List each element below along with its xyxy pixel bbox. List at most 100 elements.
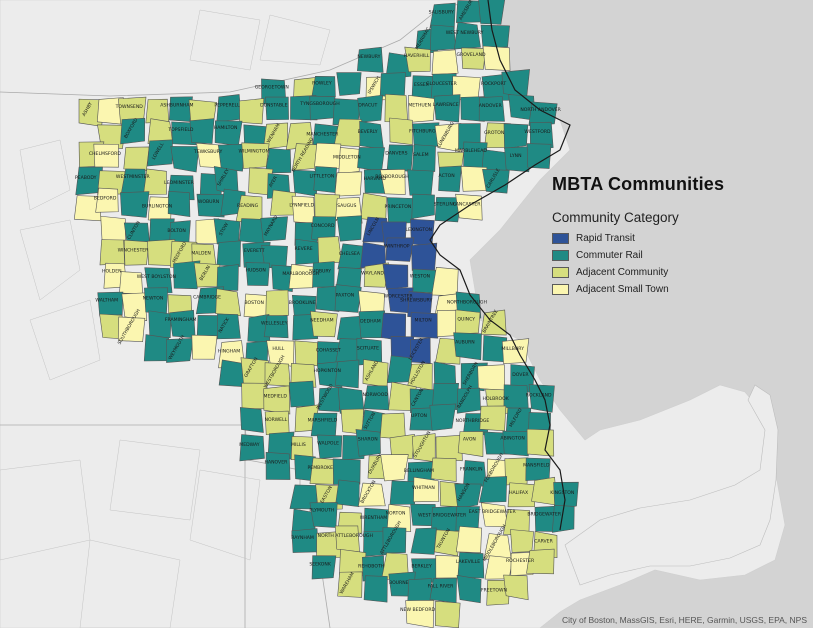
town-polygon[interactable] xyxy=(363,262,389,288)
town-polygon[interactable] xyxy=(360,192,387,222)
town-polygon[interactable] xyxy=(413,476,440,503)
town-polygon[interactable] xyxy=(264,148,292,174)
town-polygon[interactable] xyxy=(480,24,510,49)
town-polygon[interactable] xyxy=(313,166,337,193)
town-polygon[interactable] xyxy=(334,525,360,553)
town-polygon[interactable] xyxy=(526,548,555,575)
town-polygon[interactable] xyxy=(408,94,436,123)
town-polygon[interactable] xyxy=(166,338,194,363)
town-polygon[interactable] xyxy=(412,268,437,294)
town-polygon[interactable] xyxy=(263,385,291,415)
town-polygon[interactable] xyxy=(385,237,415,262)
town-polygon[interactable] xyxy=(118,316,146,342)
town-polygon[interactable] xyxy=(121,292,148,321)
town-polygon[interactable] xyxy=(288,380,315,408)
town-polygon[interactable] xyxy=(314,193,341,221)
town-polygon[interactable] xyxy=(510,529,534,553)
town-polygon[interactable] xyxy=(454,21,481,50)
town-polygon[interactable] xyxy=(479,405,507,432)
town-polygon[interactable] xyxy=(239,98,265,125)
town-polygon[interactable] xyxy=(431,49,459,75)
town-polygon[interactable] xyxy=(143,168,167,195)
town-polygon[interactable] xyxy=(482,169,510,194)
town-polygon[interactable] xyxy=(336,215,363,242)
town-polygon[interactable] xyxy=(147,139,173,167)
town-polygon[interactable] xyxy=(525,457,551,481)
town-polygon[interactable] xyxy=(97,124,126,150)
town-polygon[interactable] xyxy=(434,123,462,153)
town-polygon[interactable] xyxy=(482,45,511,71)
town-polygon[interactable] xyxy=(318,387,343,412)
town-polygon[interactable] xyxy=(430,457,457,482)
town-polygon[interactable] xyxy=(265,289,289,318)
town-polygon[interactable] xyxy=(461,47,486,70)
town-polygon[interactable] xyxy=(337,243,364,270)
town-polygon[interactable] xyxy=(213,218,241,245)
town-polygon[interactable] xyxy=(357,482,386,507)
town-polygon[interactable] xyxy=(317,236,342,264)
town-polygon[interactable] xyxy=(189,118,215,144)
town-polygon[interactable] xyxy=(170,146,200,173)
town-polygon[interactable] xyxy=(336,315,363,341)
town-polygon[interactable] xyxy=(217,313,241,340)
town-polygon[interactable] xyxy=(217,143,246,172)
town-polygon[interactable] xyxy=(120,191,150,218)
town-polygon[interactable] xyxy=(479,476,508,503)
town-polygon[interactable] xyxy=(120,117,146,145)
town-polygon[interactable] xyxy=(411,144,436,172)
town-polygon[interactable] xyxy=(310,412,338,437)
town-polygon[interactable] xyxy=(504,146,533,173)
town-polygon[interactable] xyxy=(432,382,459,411)
town-polygon[interactable] xyxy=(526,143,552,169)
town-polygon[interactable] xyxy=(311,75,336,97)
town-polygon[interactable] xyxy=(438,165,462,193)
town-polygon[interactable] xyxy=(245,262,270,286)
town-polygon[interactable] xyxy=(310,310,338,338)
town-polygon[interactable] xyxy=(334,284,362,313)
town-polygon[interactable] xyxy=(339,549,367,576)
town-polygon[interactable] xyxy=(309,502,338,528)
town-polygon[interactable] xyxy=(216,240,241,267)
town-polygon[interactable] xyxy=(389,480,416,505)
town-polygon[interactable] xyxy=(552,504,575,533)
town-polygon[interactable] xyxy=(196,193,225,218)
town-polygon[interactable] xyxy=(455,193,483,221)
town-polygon[interactable] xyxy=(460,96,485,122)
town-polygon[interactable] xyxy=(528,384,555,413)
town-polygon[interactable] xyxy=(411,193,435,219)
town-polygon[interactable] xyxy=(389,117,413,145)
town-polygon[interactable] xyxy=(144,267,173,294)
town-polygon[interactable] xyxy=(409,337,431,364)
town-polygon[interactable] xyxy=(100,215,126,243)
town-polygon[interactable] xyxy=(359,120,384,150)
town-polygon[interactable] xyxy=(429,577,457,604)
town-polygon[interactable] xyxy=(123,239,149,266)
town-polygon[interactable] xyxy=(148,310,172,339)
town-polygon[interactable] xyxy=(380,454,409,482)
town-polygon[interactable] xyxy=(316,434,343,459)
town-polygon[interactable] xyxy=(167,191,191,218)
town-polygon[interactable] xyxy=(435,337,461,365)
town-polygon[interactable] xyxy=(478,96,505,122)
town-polygon[interactable] xyxy=(503,123,529,150)
town-polygon[interactable] xyxy=(386,144,414,172)
town-polygon[interactable] xyxy=(271,264,294,292)
town-polygon[interactable] xyxy=(216,264,239,291)
town-polygon[interactable] xyxy=(455,309,481,335)
town-polygon[interactable] xyxy=(478,0,506,25)
town-polygon[interactable] xyxy=(384,93,409,123)
town-polygon[interactable] xyxy=(332,458,361,485)
town-polygon[interactable] xyxy=(97,291,124,317)
town-polygon[interactable] xyxy=(337,571,363,598)
town-polygon[interactable] xyxy=(405,599,435,628)
town-polygon[interactable] xyxy=(477,364,506,391)
town-polygon[interactable] xyxy=(265,451,291,480)
town-polygon[interactable] xyxy=(501,338,530,365)
town-polygon[interactable] xyxy=(529,121,554,150)
town-polygon[interactable] xyxy=(191,334,218,360)
town-polygon[interactable] xyxy=(407,169,434,196)
town-polygon[interactable] xyxy=(502,430,529,457)
town-polygon[interactable] xyxy=(173,260,201,290)
